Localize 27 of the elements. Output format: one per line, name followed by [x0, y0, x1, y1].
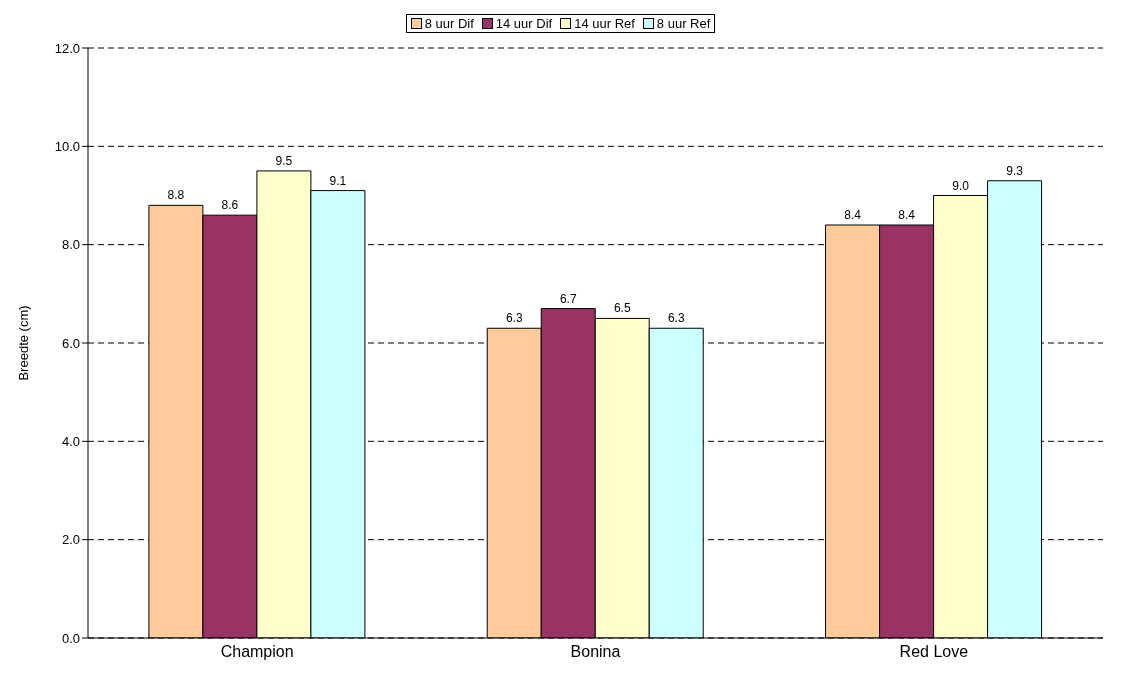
- data-label: 6.5: [613, 301, 631, 316]
- y-tick-label: 10.0: [54, 138, 80, 154]
- data-label: 6.3: [505, 311, 523, 326]
- legend-label: 14 uur Ref: [574, 15, 635, 31]
- y-tick-label: 12.0: [54, 40, 80, 56]
- y-tick-label: 4.0: [61, 433, 80, 449]
- legend-label: 8 uur Ref: [656, 15, 711, 31]
- x-tick-label: Bonina: [570, 643, 621, 661]
- x-tick-label: Champion: [220, 643, 294, 661]
- data-label: 6.7: [559, 291, 577, 306]
- legend-label: 8 uur Dif: [424, 15, 474, 31]
- data-label: 9.0: [952, 178, 970, 193]
- y-tick-label: 2.0: [61, 532, 80, 548]
- y-axis-title: Breedte (cm): [15, 305, 31, 381]
- data-label: 9.1: [329, 173, 347, 188]
- y-tick-label: 0.0: [61, 630, 80, 646]
- data-label: 8.8: [167, 188, 185, 203]
- data-label: 8.6: [221, 198, 239, 213]
- data-label: 9.3: [1006, 163, 1024, 178]
- data-label: 6.3: [667, 311, 685, 326]
- legend-label: 14 uur Dif: [495, 15, 553, 31]
- y-tick-label: 8.0: [61, 237, 80, 253]
- data-label: 9.5: [275, 153, 293, 168]
- data-label: 8.4: [844, 208, 862, 222]
- x-tick-label: Red Love: [899, 643, 969, 661]
- y-tick-label: 6.0: [61, 335, 80, 351]
- data-label: 8.4: [898, 208, 916, 222]
